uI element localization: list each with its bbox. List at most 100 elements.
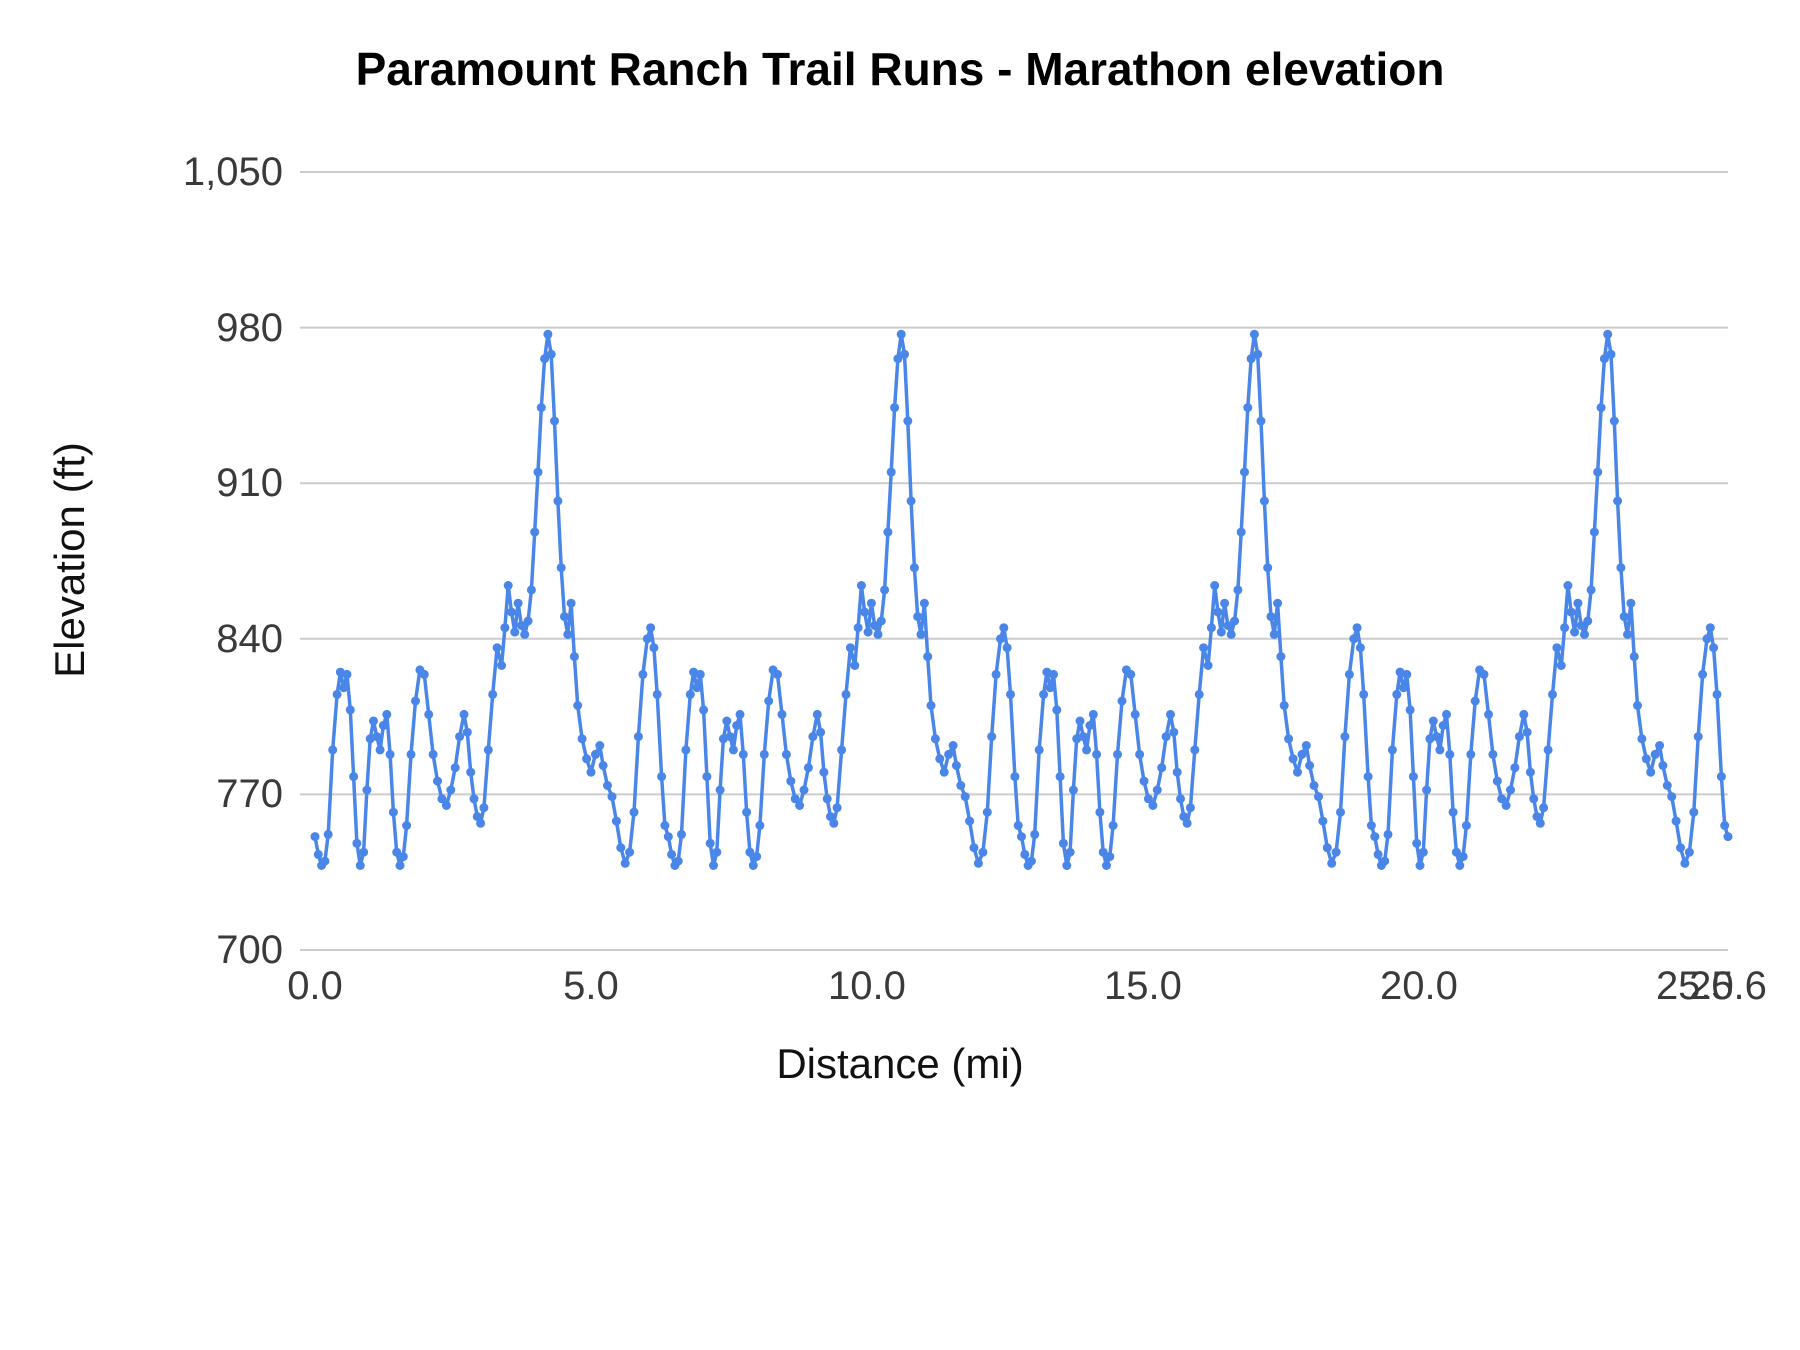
data-point	[550, 416, 559, 426]
data-point	[642, 634, 652, 644]
data-point	[790, 794, 800, 804]
data-point	[1266, 612, 1276, 622]
y-tick-label-1,050: 1,050	[182, 150, 283, 194]
data-point	[455, 732, 465, 742]
data-point	[362, 785, 372, 795]
data-point	[1702, 634, 1712, 644]
data-point	[1566, 607, 1576, 617]
data-point	[556, 563, 566, 573]
data-point	[1422, 785, 1432, 795]
data-point	[759, 749, 769, 759]
data-point	[469, 794, 479, 804]
data-point	[1593, 467, 1603, 477]
data-point	[712, 847, 722, 857]
data-point	[1529, 794, 1539, 804]
data-point	[677, 829, 686, 839]
data-point	[411, 696, 420, 706]
data-point	[1309, 781, 1319, 790]
data-point	[1065, 847, 1075, 857]
data-point	[1058, 838, 1068, 848]
data-point	[369, 716, 378, 726]
data-point	[1088, 709, 1098, 719]
data-point	[969, 843, 979, 853]
data-point	[1415, 861, 1425, 870]
data-point	[569, 652, 579, 662]
data-point	[526, 585, 536, 595]
elevation-series-line	[313, 332, 1730, 868]
data-point	[428, 749, 438, 759]
y-tick-label-770: 770	[216, 772, 283, 817]
data-point	[546, 349, 556, 359]
data-point	[582, 754, 592, 764]
data-point	[837, 745, 847, 755]
data-point	[446, 785, 456, 795]
data-point	[1049, 669, 1058, 679]
data-point	[1259, 496, 1269, 506]
data-point	[1458, 852, 1468, 862]
data-point	[1366, 821, 1376, 830]
data-point	[909, 563, 919, 573]
data-point	[1230, 616, 1240, 626]
data-point	[573, 701, 583, 710]
data-point	[1020, 849, 1030, 859]
data-point	[919, 598, 929, 608]
data-point	[738, 749, 748, 759]
data-point	[1220, 598, 1230, 608]
data-point	[1570, 627, 1580, 637]
data-point	[1613, 496, 1623, 506]
data-point	[896, 329, 906, 339]
data-point	[903, 416, 913, 426]
data-point	[1667, 792, 1677, 802]
data-point	[1556, 661, 1566, 670]
data-point	[530, 527, 540, 537]
data-point	[500, 623, 510, 633]
x-tick-label-25.6: 25.6	[1689, 964, 1767, 1008]
data-point	[1519, 709, 1529, 719]
data-point	[948, 741, 958, 750]
data-point	[472, 812, 482, 822]
data-point	[1484, 709, 1493, 719]
data-point	[1176, 794, 1185, 804]
data-point	[352, 838, 362, 848]
data-point	[845, 643, 855, 653]
data-point	[441, 801, 451, 810]
data-point	[1143, 794, 1153, 804]
data-point	[1002, 643, 1012, 653]
data-point	[1206, 623, 1216, 633]
data-point	[1075, 716, 1085, 726]
data-point	[595, 741, 605, 750]
data-point	[1055, 772, 1065, 782]
data-point	[1305, 761, 1315, 770]
data-point	[462, 727, 472, 737]
data-point	[590, 749, 600, 759]
data-point	[633, 732, 643, 742]
data-point	[841, 689, 851, 699]
data-point	[345, 705, 355, 715]
data-point	[1359, 689, 1369, 699]
data-point	[1026, 856, 1036, 866]
data-point	[1078, 732, 1088, 742]
data-point	[829, 818, 839, 828]
data-point	[709, 861, 718, 870]
data-point	[649, 643, 659, 653]
data-point	[406, 749, 416, 759]
y-tick-label-840: 840	[216, 616, 283, 661]
data-point	[1068, 785, 1078, 795]
data-point	[699, 705, 709, 715]
data-point	[982, 807, 992, 817]
data-point	[1130, 709, 1140, 719]
data-point	[1352, 623, 1362, 633]
data-point	[1243, 403, 1253, 413]
data-point	[1085, 721, 1095, 730]
data-point	[466, 767, 476, 777]
data-point	[1606, 349, 1616, 359]
data-point	[1045, 683, 1055, 693]
data-point	[883, 527, 893, 537]
data-point	[673, 856, 683, 866]
data-point	[1226, 629, 1236, 639]
data-point	[476, 818, 486, 828]
x-tick-label-10.0: 10.0	[828, 964, 906, 1008]
data-point	[913, 612, 923, 622]
data-point	[1082, 745, 1092, 755]
